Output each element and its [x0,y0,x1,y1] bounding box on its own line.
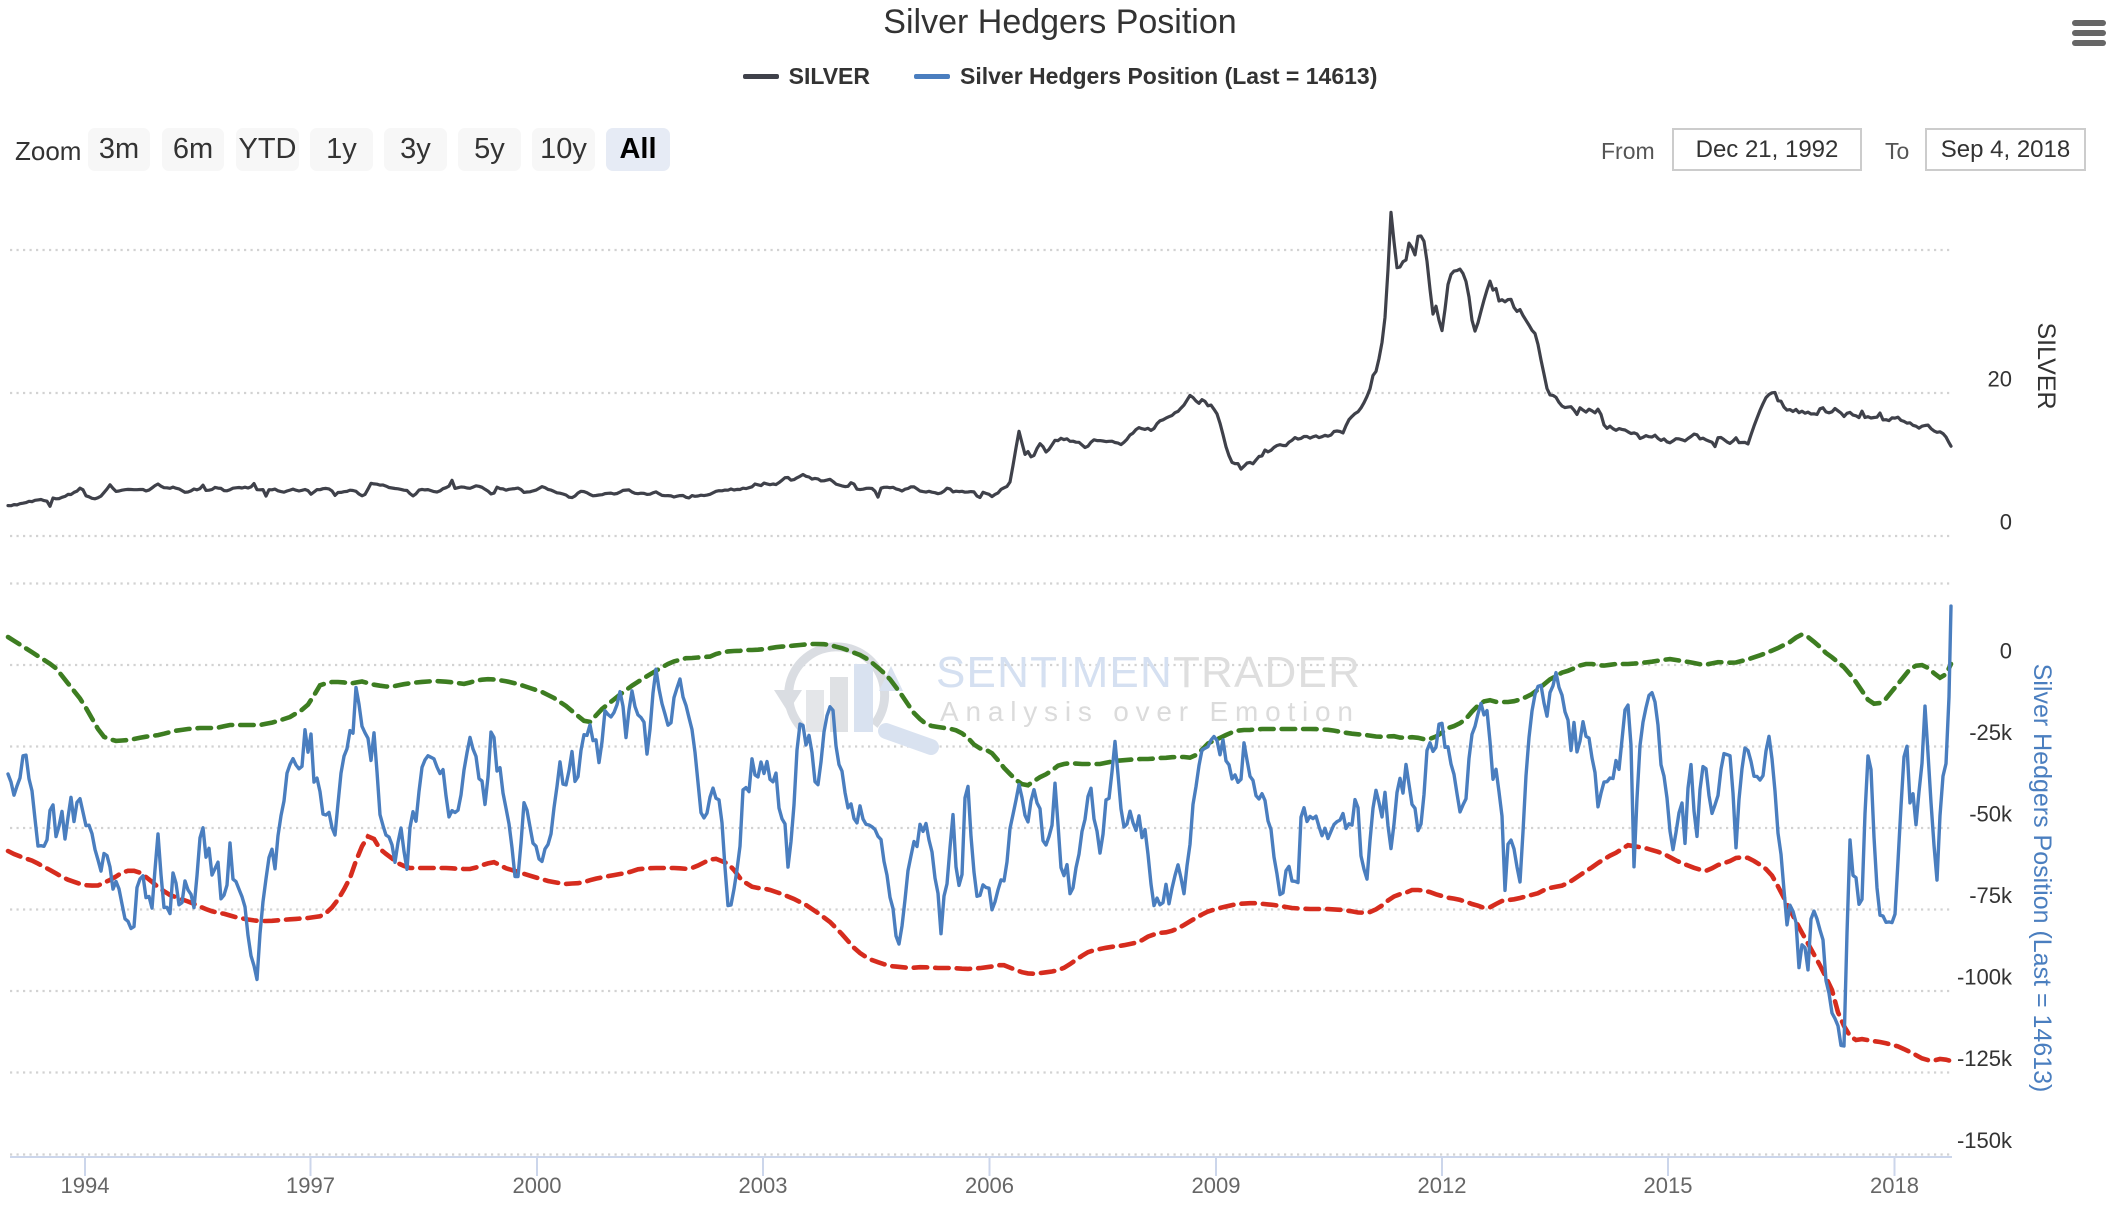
svg-text:-100k: -100k [1957,965,2013,990]
svg-text:-75k: -75k [1969,883,2013,908]
svg-text:Analysis over Emotion: Analysis over Emotion [940,696,1360,727]
svg-text:-50k: -50k [1969,802,2013,827]
svg-text:2006: 2006 [965,1173,1014,1198]
svg-text:SILVER: SILVER [2032,322,2060,409]
svg-text:-125k: -125k [1957,1046,2013,1071]
svg-text:SENTIMENTRADER: SENTIMENTRADER [936,648,1361,697]
svg-text:2003: 2003 [739,1173,788,1198]
svg-text:2012: 2012 [1418,1173,1467,1198]
svg-text:-150k: -150k [1957,1128,2013,1153]
svg-text:1997: 1997 [286,1173,335,1198]
svg-text:-25k: -25k [1969,720,2013,745]
svg-text:Silver Hedgers Position (Last: Silver Hedgers Position (Last = 14613) [2028,664,2056,1093]
svg-text:20: 20 [1988,367,2012,392]
svg-text:2000: 2000 [513,1173,562,1198]
svg-text:0: 0 [2000,510,2012,535]
svg-text:2015: 2015 [1644,1173,1693,1198]
svg-text:2018: 2018 [1870,1173,1919,1198]
svg-text:0: 0 [2000,639,2012,664]
svg-text:2009: 2009 [1192,1173,1241,1198]
svg-text:1994: 1994 [61,1173,110,1198]
